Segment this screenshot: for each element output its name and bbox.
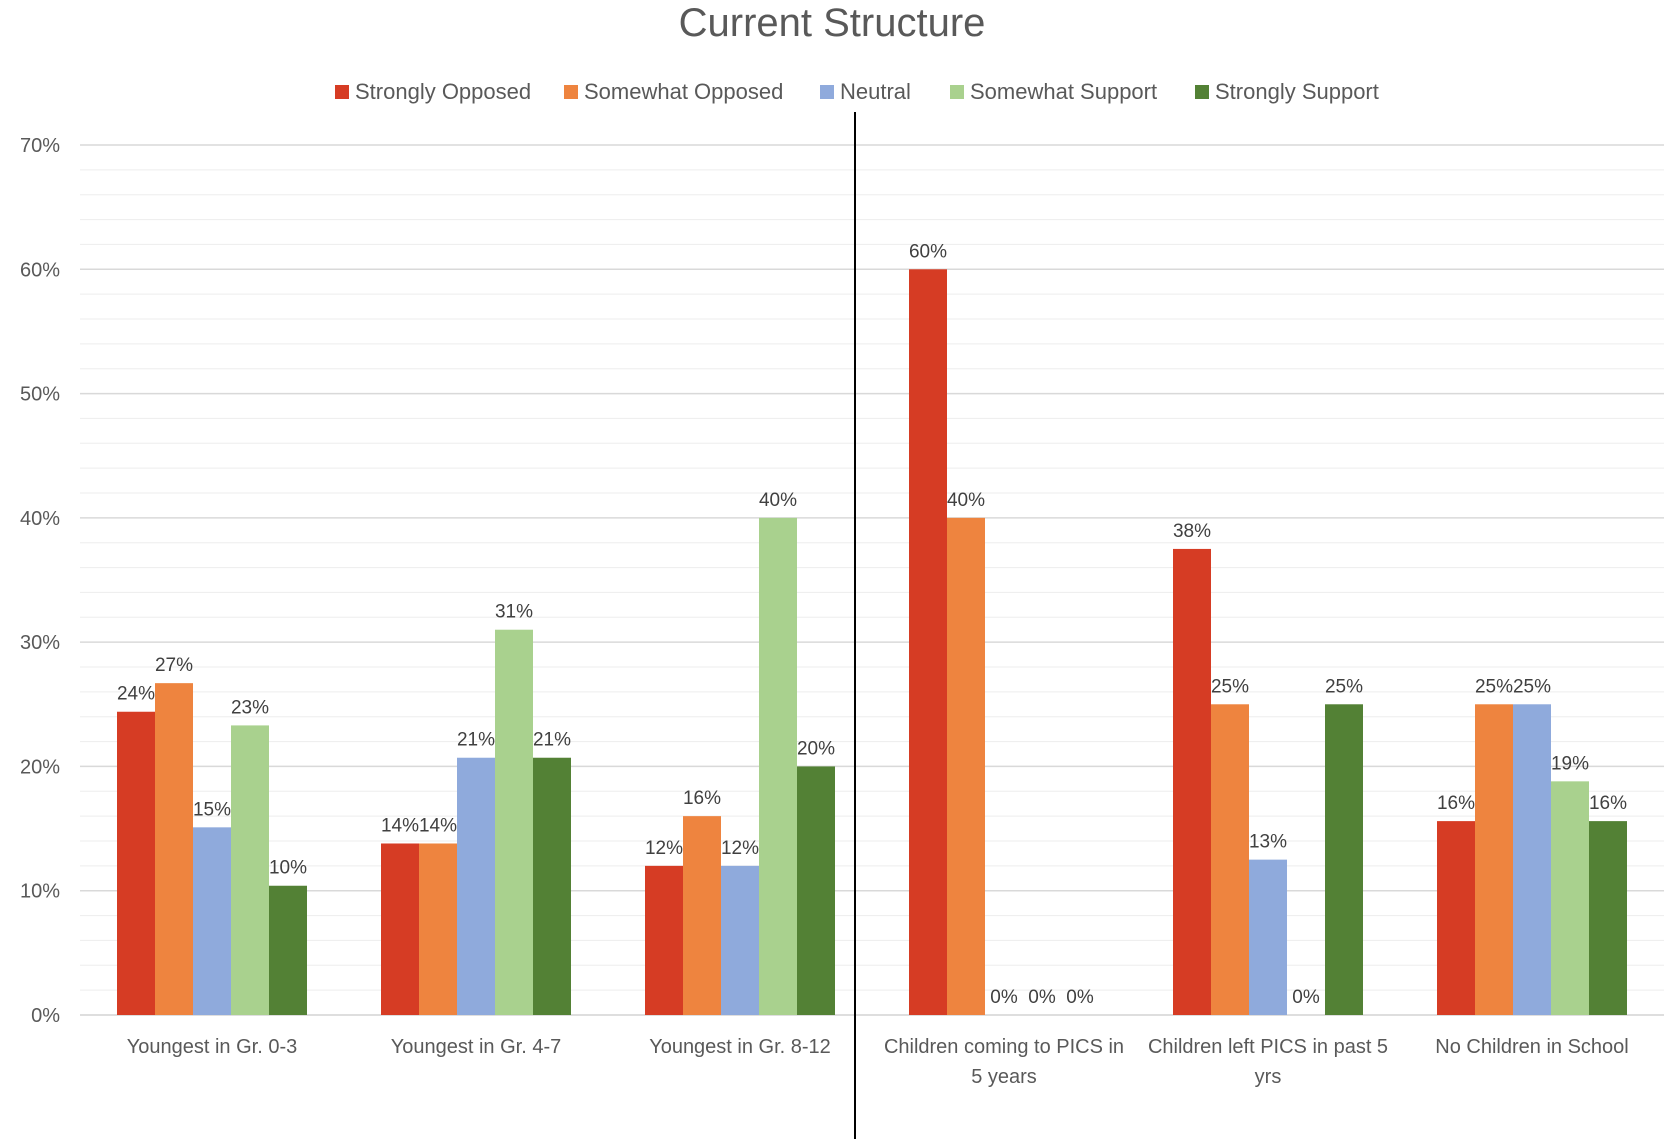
data-label: 24%	[117, 684, 155, 705]
bar	[1589, 821, 1627, 1015]
bar	[645, 865, 683, 1015]
data-label: 12%	[645, 838, 683, 859]
bar	[155, 683, 193, 1015]
legend-label: Somewhat Support	[970, 79, 1157, 104]
bar	[1551, 781, 1589, 1015]
data-label: 25%	[1325, 676, 1363, 697]
data-label: 19%	[1551, 753, 1589, 774]
x-category-label: Children coming to PICS in	[884, 1036, 1124, 1058]
bar	[759, 517, 797, 1015]
data-label: 13%	[1249, 832, 1287, 853]
data-label: 21%	[457, 730, 495, 751]
legend-swatch	[820, 85, 834, 99]
y-axis: 0% 10% 20% 30% 40% 50% 60% 70%	[20, 135, 60, 1027]
bar	[193, 827, 231, 1015]
x-category-label: Youngest in Gr. 0-3	[127, 1036, 298, 1058]
data-label: 0%	[1028, 987, 1056, 1008]
bar	[419, 843, 457, 1015]
bar	[117, 711, 155, 1015]
data-label: 0%	[1066, 987, 1094, 1008]
data-label: 40%	[759, 490, 797, 511]
data-label: 0%	[1292, 987, 1320, 1008]
legend-swatch	[1195, 85, 1209, 99]
data-labels: 24%27% 15% 23% 10% 14% 14% 21% 31% 21% 12% 16% 12% 4…	[117, 241, 1627, 1008]
y-tick-label: 40%	[20, 508, 60, 530]
bars	[117, 269, 1627, 1015]
bar	[1211, 704, 1249, 1015]
x-category-label: yrs	[1255, 1066, 1282, 1088]
data-label: 0%	[990, 987, 1018, 1008]
legend-label: Somewhat Opposed	[584, 79, 783, 104]
bar	[797, 766, 835, 1015]
gridlines	[80, 144, 1664, 1016]
data-label: 31%	[495, 602, 533, 623]
bar	[1325, 704, 1363, 1015]
x-category-label: Youngest in Gr. 8-12	[649, 1036, 831, 1058]
legend-label: Neutral	[840, 79, 911, 104]
bar	[1437, 821, 1475, 1015]
bar	[683, 816, 721, 1015]
data-label: 14%	[419, 815, 457, 836]
bar	[1173, 548, 1211, 1015]
y-tick-label: 20%	[20, 756, 60, 778]
y-tick-label: 30%	[20, 632, 60, 654]
y-tick-label: 50%	[20, 384, 60, 406]
y-tick-label: 0%	[31, 1005, 60, 1027]
data-label: 12%	[721, 838, 759, 859]
legend-swatch	[564, 85, 578, 99]
bar	[231, 725, 269, 1015]
x-category-label: Youngest in Gr. 4-7	[391, 1036, 562, 1058]
data-label: 10%	[269, 858, 307, 879]
chart-title: Current Structure	[679, 1, 986, 45]
data-label: 21%	[533, 730, 571, 751]
bar	[721, 865, 759, 1015]
data-label: 60%	[909, 241, 947, 262]
x-axis: Youngest in Gr. 0-3 Youngest in Gr. 4-7 Yo…	[127, 1036, 1629, 1088]
data-label: 40%	[947, 490, 985, 511]
y-tick-label: 10%	[20, 881, 60, 903]
data-label: 20%	[797, 738, 835, 759]
bar	[495, 629, 533, 1015]
bar	[909, 269, 947, 1015]
bar	[947, 517, 985, 1015]
legend-label: Strongly Support	[1215, 79, 1379, 104]
x-category-label: No Children in School	[1435, 1036, 1628, 1058]
data-label: 25%	[1211, 676, 1249, 697]
bar	[1475, 704, 1513, 1015]
data-label: 38%	[1173, 521, 1211, 542]
data-label: 16%	[1437, 793, 1475, 814]
x-category-label: 5 years	[971, 1066, 1037, 1088]
data-label: 14%	[381, 815, 419, 836]
data-label: 27%	[155, 655, 193, 676]
x-category-label: Children left PICS in past 5	[1148, 1036, 1388, 1058]
bar	[1249, 859, 1287, 1015]
bar	[269, 885, 307, 1015]
data-label: 16%	[683, 788, 721, 809]
bar	[457, 757, 495, 1015]
bar	[381, 843, 419, 1015]
legend: Strongly Opposed Somewhat Opposed Neutral S…	[335, 79, 1379, 104]
data-label: 25%	[1475, 676, 1513, 697]
bar	[1513, 704, 1551, 1015]
y-tick-label: 60%	[20, 259, 60, 281]
legend-swatch	[335, 85, 349, 99]
data-label: 16%	[1589, 793, 1627, 814]
data-label: 15%	[193, 799, 231, 820]
bar	[533, 757, 571, 1015]
legend-label: Strongly Opposed	[355, 79, 531, 104]
y-tick-label: 70%	[20, 135, 60, 157]
data-label: 25%	[1513, 676, 1551, 697]
data-label: 23%	[231, 697, 269, 718]
legend-swatch	[950, 85, 964, 99]
